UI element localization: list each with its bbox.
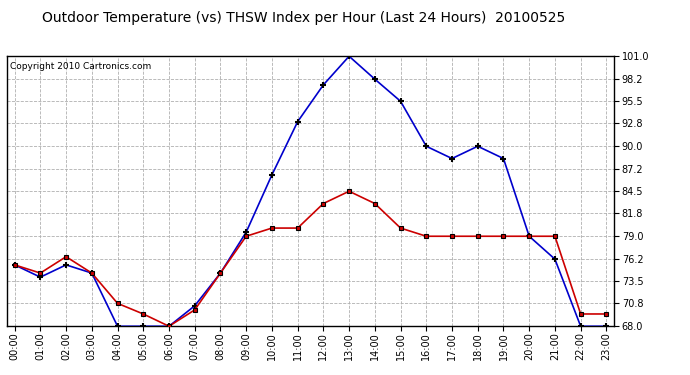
Text: Copyright 2010 Cartronics.com: Copyright 2010 Cartronics.com xyxy=(10,62,151,70)
Text: Outdoor Temperature (vs) THSW Index per Hour (Last 24 Hours)  20100525: Outdoor Temperature (vs) THSW Index per … xyxy=(42,11,565,25)
